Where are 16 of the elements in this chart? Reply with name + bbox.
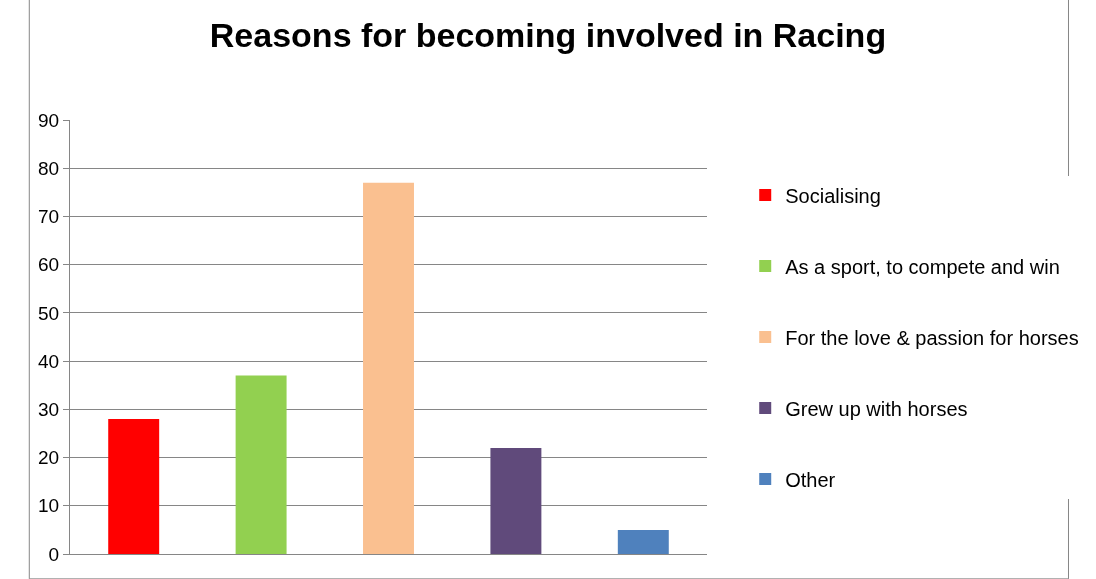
legend-label: As a sport, to compete and win xyxy=(785,255,1060,278)
y-tick-label: 0 xyxy=(48,543,60,565)
legend-label: Grew up with horses xyxy=(785,397,968,420)
y-tick-label: 90 xyxy=(38,109,60,131)
y-tick-label: 50 xyxy=(38,302,60,324)
chart-title: Reasons for becoming involved in Racing xyxy=(209,15,887,54)
legend-label: Other xyxy=(785,468,836,491)
y-tick-label: 70 xyxy=(38,206,60,228)
legend-label: Socialising xyxy=(785,184,881,207)
y-tick-label: 10 xyxy=(38,495,60,517)
y-tick-label: 30 xyxy=(38,398,60,420)
y-tick-label: 40 xyxy=(38,350,60,372)
y-tick-label: 20 xyxy=(38,447,60,469)
y-tick-label: 60 xyxy=(38,254,60,276)
y-tick-label: 80 xyxy=(38,157,60,179)
legend-label: For the love & passion for horses xyxy=(785,326,1079,349)
